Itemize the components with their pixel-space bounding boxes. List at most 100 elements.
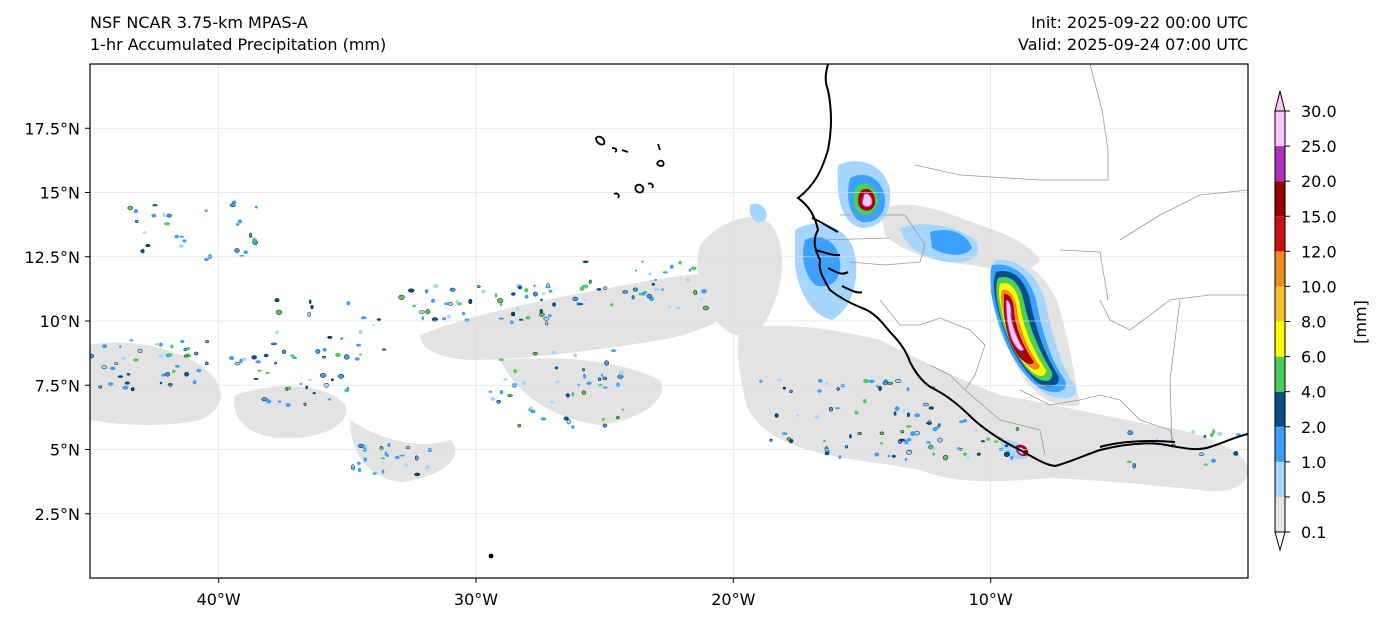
precip-cell (414, 455, 419, 461)
precip-cell (322, 347, 327, 352)
precip-cell (552, 302, 557, 307)
precip-cell (651, 282, 655, 286)
precip-cell (251, 355, 257, 360)
precip-cell (616, 415, 620, 420)
precip-cell (399, 454, 405, 457)
precip-cell (357, 443, 365, 448)
precip-cell (145, 244, 151, 248)
precip-cell (654, 278, 658, 282)
precip-cell (838, 455, 842, 460)
precip-cell (360, 316, 367, 320)
precip-cell (335, 352, 341, 357)
precip-cell (817, 389, 822, 393)
precip-cell (932, 447, 937, 451)
precip-cell (319, 373, 327, 378)
precip-cell (234, 361, 241, 366)
precip-cell (688, 268, 692, 272)
precip-cell (183, 354, 189, 358)
precip-cell (1132, 463, 1136, 469)
precip-cell (759, 380, 763, 383)
precip-cell (824, 381, 829, 385)
colorbar-label: [mm] (1351, 300, 1370, 344)
precip-cell (101, 365, 107, 370)
precip-cell (571, 392, 575, 397)
precip-cell (165, 372, 170, 377)
precip-cell (519, 318, 524, 321)
precip-cell (686, 278, 690, 283)
precip-cell (539, 312, 545, 317)
precip-cell (274, 298, 280, 303)
precip-cell (404, 463, 408, 467)
cape-verde-islands (488, 135, 665, 559)
precip-cell (285, 403, 291, 407)
precip-cell (1003, 451, 1010, 457)
precip-cell (603, 286, 608, 290)
precip-cell (122, 385, 129, 390)
precip-cell (610, 303, 614, 307)
precip-cell (425, 309, 431, 315)
precip-cell (102, 344, 108, 349)
precip-cell (530, 409, 536, 414)
precip-cell (532, 291, 538, 297)
precip-cell (130, 387, 135, 392)
precip-cell (305, 385, 309, 390)
precip-cell (571, 425, 575, 429)
precip-cell (693, 289, 698, 296)
precip-cell (511, 311, 516, 317)
precip-cell (906, 387, 910, 392)
precip-cell (194, 351, 199, 356)
precip-cell (141, 248, 145, 254)
colorbar-segment (1275, 251, 1285, 287)
precip-cell (1235, 433, 1242, 436)
precip-cell (315, 349, 321, 354)
precip-cell (776, 378, 782, 382)
coastline (796, 64, 1248, 468)
precip-cell (119, 345, 122, 348)
precip-cell (638, 292, 642, 296)
precip-cell (963, 419, 968, 423)
precip-cell (372, 472, 377, 475)
precip-cell (894, 406, 900, 412)
colorbar-segment (1275, 181, 1285, 217)
precip-cell (533, 284, 536, 288)
precip-cell (372, 324, 376, 327)
lat-tick-label: 12.5°N (24, 248, 80, 267)
country-borders (819, 64, 1248, 456)
precip-cell (356, 343, 362, 347)
valid-time: Valid: 2025-09-24 07:00 UTC (1017, 35, 1248, 54)
precip-cell (532, 351, 538, 356)
precip-cell (906, 437, 912, 442)
colorbar-tick-label: 8.0 (1301, 313, 1326, 332)
precip-cell (524, 294, 529, 299)
colorbar-tick-label: 4.0 (1301, 383, 1326, 402)
precip-cell (878, 386, 882, 391)
precip-cell (906, 425, 912, 428)
precip-cell (516, 306, 520, 311)
precip-scattered-cells (90, 200, 1242, 477)
precip-cell (124, 381, 130, 385)
precip-cell (572, 296, 579, 302)
precip-cell (882, 381, 888, 386)
precip-cell (261, 397, 268, 402)
precip-cell (395, 455, 400, 460)
precip-cell (573, 353, 577, 358)
precip-cell (243, 250, 248, 254)
precip-cell (540, 417, 547, 421)
precip-cell (412, 304, 417, 308)
precip-cell (172, 369, 176, 373)
precip-cell (234, 248, 240, 253)
precip-cell (1198, 452, 1205, 457)
precip-cell (854, 410, 859, 415)
precip-cell (690, 266, 697, 271)
axis-ticks (85, 127, 992, 583)
precip-cell (307, 311, 311, 317)
precip-cell (330, 378, 334, 382)
precip-cell (894, 379, 902, 383)
precip-cell (914, 413, 921, 418)
precip-cell (942, 454, 949, 461)
precip-cell (958, 420, 965, 424)
precip-cell (308, 299, 312, 305)
precip-cell (204, 257, 209, 262)
precip-cell (481, 289, 486, 294)
